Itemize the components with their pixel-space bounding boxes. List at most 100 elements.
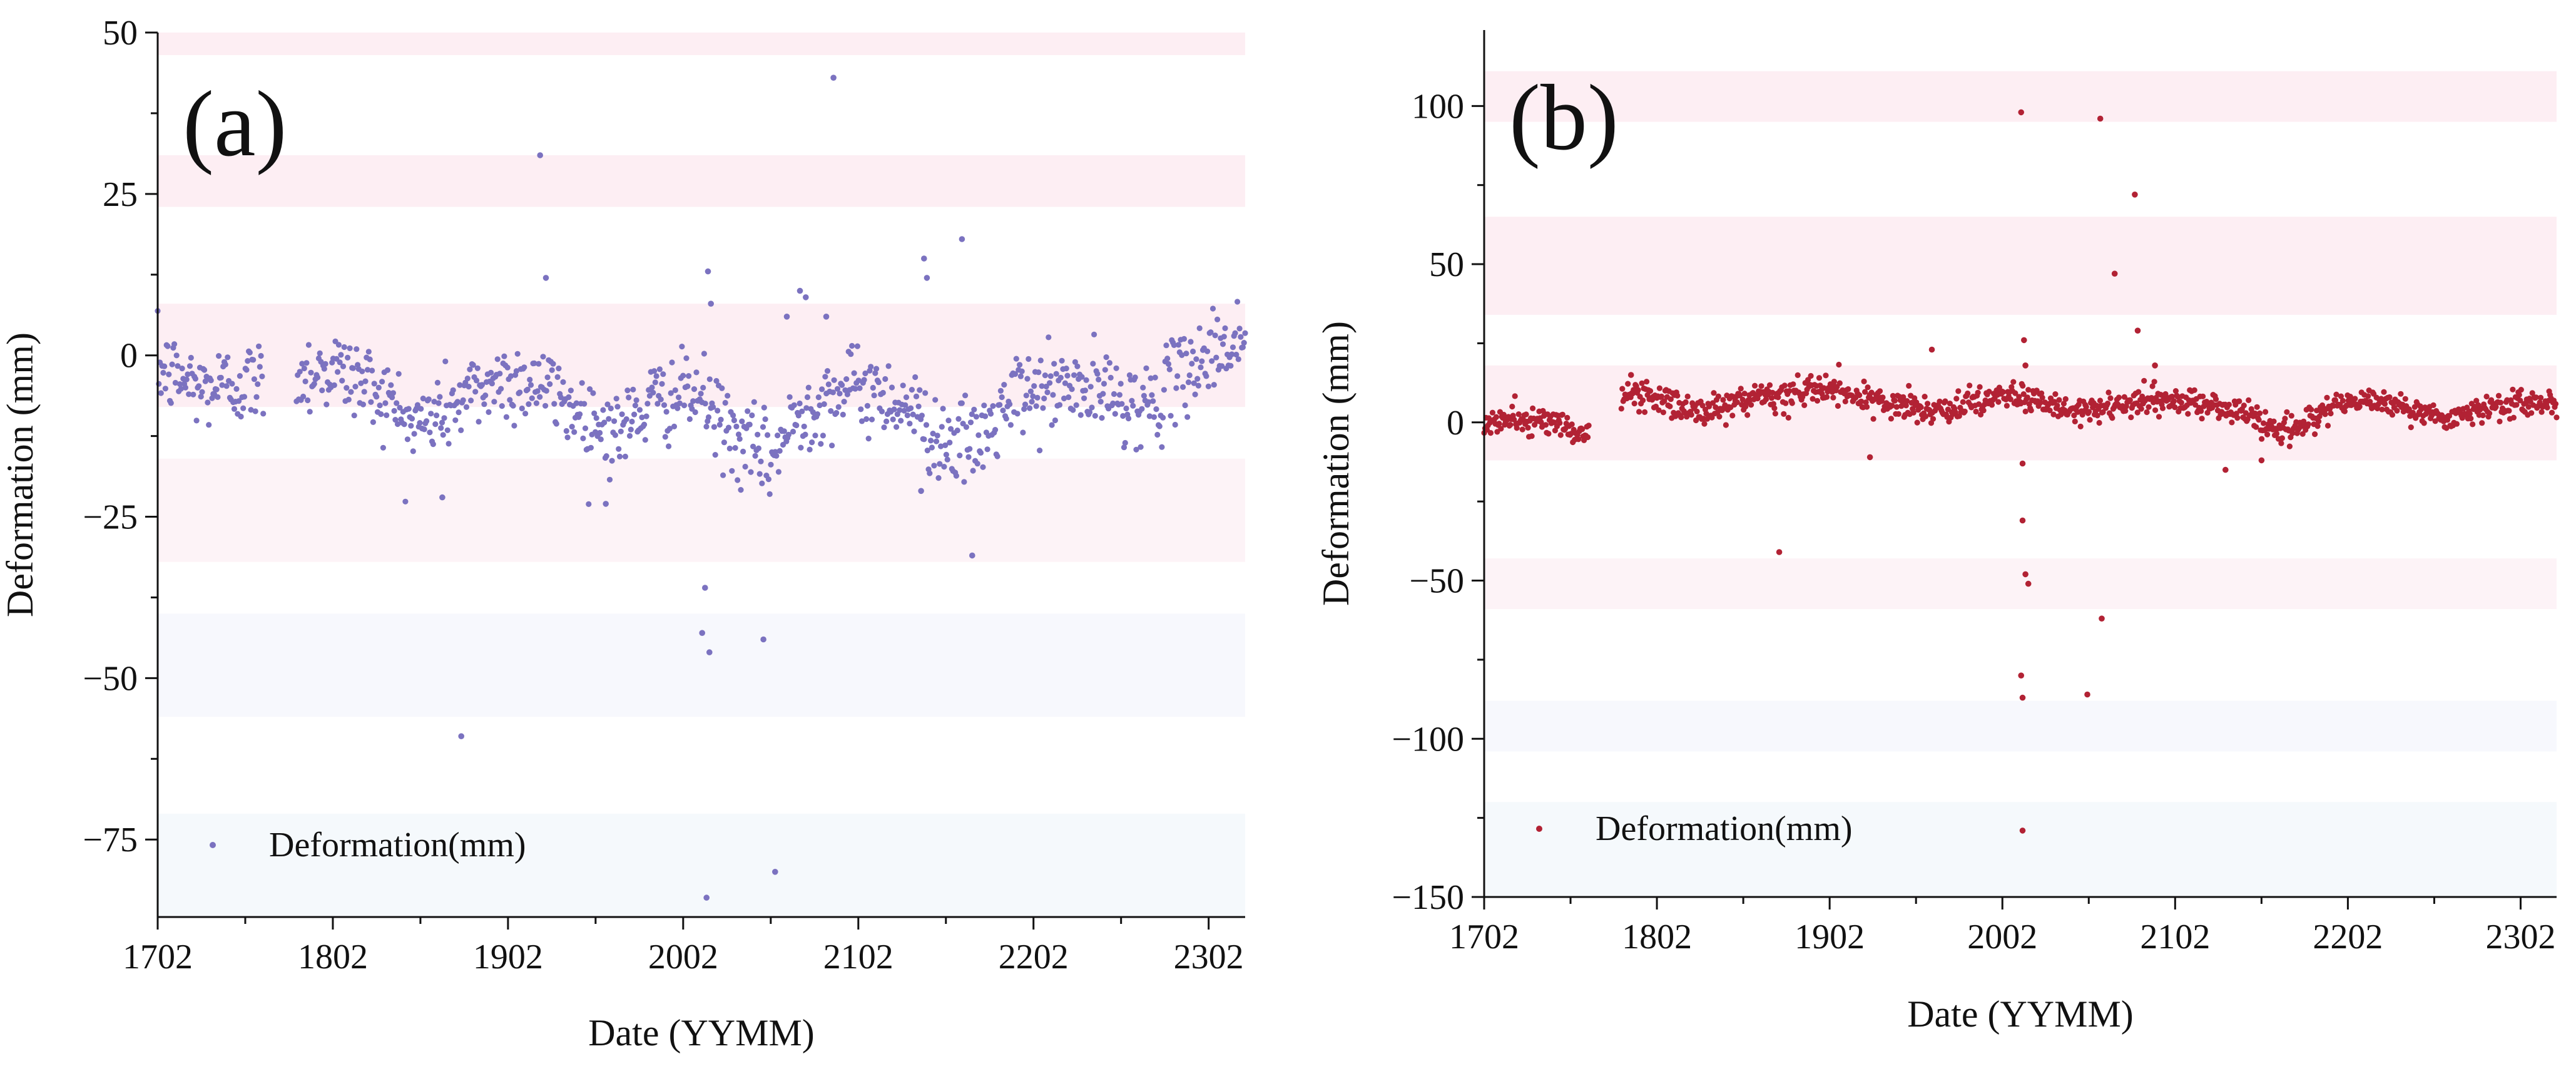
data-point (2263, 409, 2269, 415)
data-point (2072, 418, 2078, 425)
data-point (1057, 374, 1064, 381)
data-point (748, 469, 754, 475)
data-point (706, 376, 713, 382)
data-point (2314, 407, 2320, 414)
x-tick-label: 2002 (1967, 918, 2037, 956)
data-point (927, 470, 933, 476)
data-point (671, 423, 678, 430)
data-point (256, 343, 262, 349)
data-point (875, 379, 882, 386)
data-point-outlier (2222, 466, 2229, 473)
x-tick-label: 1702 (1449, 918, 1519, 956)
data-point (360, 401, 367, 407)
data-point (970, 468, 976, 474)
data-point (888, 384, 895, 391)
data-point (703, 423, 710, 430)
data-point (2470, 421, 2476, 428)
data-point (299, 361, 305, 367)
data-point (1775, 394, 1781, 401)
data-point (301, 365, 307, 372)
data-point (1863, 399, 1869, 406)
data-point (2497, 399, 2504, 406)
data-point (1205, 383, 1211, 389)
data-point (2136, 389, 2142, 395)
data-point (472, 389, 479, 395)
data-point (1823, 394, 1830, 400)
data-point (752, 453, 758, 459)
data-point (2104, 401, 2111, 407)
data-point (1496, 421, 1502, 427)
data-point (498, 386, 504, 392)
data-point (854, 343, 860, 349)
data-point (1007, 401, 1013, 407)
data-point (825, 381, 832, 387)
data-point (730, 412, 736, 419)
data-point (1942, 398, 1948, 404)
data-point (1737, 392, 1743, 399)
legend-marker (210, 842, 216, 848)
data-point (1122, 439, 1128, 446)
data-point (1922, 394, 1928, 400)
data-point (904, 412, 910, 419)
data-point (1119, 401, 1125, 407)
data-point (817, 402, 823, 409)
data-point (173, 352, 180, 359)
data-point (1103, 354, 1109, 361)
data-point (868, 364, 874, 370)
data-point-outlier (2134, 327, 2141, 334)
data-point (2109, 415, 2115, 421)
data-point (489, 381, 496, 387)
data-point (997, 402, 1003, 408)
data-point (445, 441, 452, 447)
background-band (158, 458, 1245, 562)
data-point (756, 471, 763, 477)
data-point (507, 373, 514, 379)
data-point (2538, 409, 2545, 415)
data-point (1538, 419, 1544, 426)
data-point (364, 367, 371, 373)
data-point (686, 416, 693, 423)
data-point (476, 419, 482, 425)
data-point (253, 394, 260, 400)
data-point (190, 391, 196, 397)
data-point (911, 428, 917, 434)
data-point (1585, 434, 1591, 441)
data-point (666, 426, 673, 432)
data-point-outlier (2018, 672, 2024, 679)
y-axis-title: Deformation (mm) (1315, 321, 1357, 606)
data-point (862, 370, 868, 377)
data-point (981, 402, 987, 409)
data-point (2312, 431, 2318, 438)
data-point (1126, 415, 1132, 422)
data-point (973, 414, 979, 420)
data-point (414, 402, 421, 408)
data-point (1129, 397, 1135, 404)
data-point (388, 382, 394, 388)
data-point (691, 386, 698, 392)
data-point (1977, 384, 1983, 390)
data-point (335, 369, 341, 375)
data-point (1001, 382, 1007, 388)
data-point-outlier (797, 287, 803, 294)
data-point (1175, 342, 1182, 348)
data-point (1233, 351, 1240, 358)
data-point (1238, 334, 1244, 340)
data-point (746, 421, 753, 428)
data-point (1823, 372, 1829, 379)
data-point (2333, 391, 2339, 397)
data-point (1771, 405, 1778, 411)
data-point (2010, 379, 2017, 385)
data-point (907, 421, 913, 427)
data-point (2152, 407, 2159, 413)
data-point (1723, 422, 1729, 428)
data-point (1117, 381, 1124, 387)
data-point (2127, 397, 2133, 403)
data-point (321, 366, 327, 372)
data-point-outlier (2152, 362, 2158, 369)
data-point (745, 408, 751, 414)
data-point (474, 365, 481, 371)
data-point (303, 360, 310, 366)
data-point (948, 426, 954, 432)
data-point-outlier (2018, 109, 2024, 116)
data-point (898, 418, 904, 424)
